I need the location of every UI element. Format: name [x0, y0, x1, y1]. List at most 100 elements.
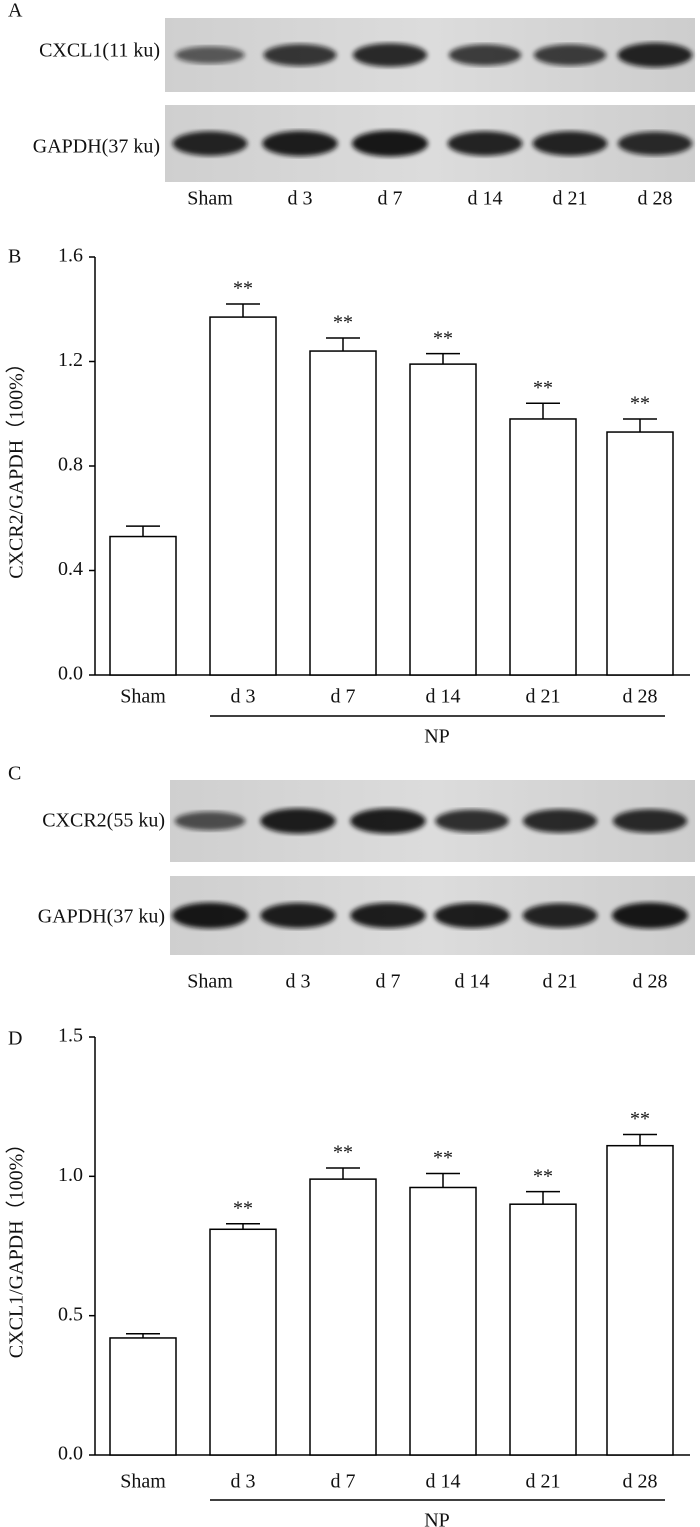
- y-axis-label: CXCL1/GAPDH（100%）: [5, 1134, 28, 1358]
- error-bar: [526, 1190, 560, 1205]
- significance-label: **: [233, 278, 253, 300]
- bar: [209, 316, 277, 676]
- y-tick-label: 0.4: [58, 558, 83, 580]
- blot-band: [172, 131, 248, 156]
- blot-band: [435, 809, 509, 833]
- blot-band: [172, 902, 248, 929]
- lane-label: d 3: [288, 188, 313, 210]
- blot-band: [617, 131, 693, 156]
- blot-band: [262, 130, 338, 157]
- error-bar: [326, 337, 360, 352]
- x-tick-label: d 3: [231, 686, 256, 708]
- group-label: NP: [424, 726, 450, 748]
- blot-band: [522, 903, 598, 928]
- error-bar: [426, 352, 460, 365]
- significance-label: **: [333, 312, 353, 334]
- blot-band: [350, 808, 426, 834]
- blot-band: [352, 43, 428, 67]
- panel-label: D: [8, 1028, 22, 1050]
- blot-band: [448, 44, 522, 66]
- error-bar: [226, 1222, 260, 1230]
- blot-background: [170, 780, 695, 862]
- x-tick-label: d 7: [331, 686, 356, 708]
- x-tick-label: Sham: [120, 686, 166, 708]
- x-tick-label: d 21: [526, 1471, 561, 1493]
- x-tick-label: d 14: [426, 686, 461, 708]
- panel-label: A: [8, 0, 23, 22]
- blot-band: [612, 809, 688, 833]
- bar: [606, 1144, 674, 1456]
- significance-label: **: [433, 1147, 453, 1169]
- bar: [409, 1186, 477, 1456]
- blot-band: [352, 130, 428, 157]
- significance-label: **: [333, 1142, 353, 1164]
- lane-label: d 21: [543, 971, 578, 993]
- panel-label: C: [8, 763, 21, 785]
- blot-band: [175, 46, 245, 64]
- blot-row-label: GAPDH(37 ku): [33, 136, 160, 158]
- x-tick-label: d 28: [623, 686, 658, 708]
- blot-band: [174, 811, 246, 831]
- error-bar: [526, 402, 560, 419]
- y-tick-label: 0.8: [58, 454, 83, 476]
- blot-row-label: CXCR2(55 ku): [42, 810, 165, 832]
- error-bar: [623, 418, 657, 433]
- error-bar: [126, 1333, 160, 1338]
- error-bar: [326, 1167, 360, 1180]
- x-tick-label: d 28: [623, 1471, 658, 1493]
- significance-label: **: [630, 1108, 650, 1130]
- bar: [509, 1203, 577, 1456]
- blot-band: [617, 42, 693, 68]
- blot-band: [532, 131, 608, 156]
- blot-row-label: GAPDH(37 ku): [38, 906, 165, 928]
- blot-band: [263, 44, 337, 66]
- blot-band: [434, 902, 510, 929]
- x-tick-label: Sham: [120, 1471, 166, 1493]
- error-bar: [226, 303, 260, 318]
- y-tick-label: 0.5: [58, 1303, 83, 1325]
- blot-band: [350, 902, 426, 929]
- error-bar: [126, 525, 160, 537]
- lane-label: d 7: [378, 188, 403, 210]
- x-tick-label: d 14: [426, 1471, 461, 1493]
- blot-band: [447, 131, 523, 156]
- y-tick-label: 1.5: [58, 1025, 83, 1047]
- y-tick-label: 1.6: [58, 245, 83, 267]
- y-axis-label: CXCR2/GAPDH（100%）: [5, 353, 28, 579]
- bar: [606, 431, 674, 676]
- x-tick-label: d 3: [231, 1471, 256, 1493]
- significance-label: **: [533, 377, 553, 399]
- lane-label: d 7: [376, 971, 401, 993]
- error-bar: [623, 1133, 657, 1146]
- significance-label: **: [433, 327, 453, 349]
- blot-background: [170, 876, 695, 955]
- bar: [109, 1337, 177, 1456]
- blot-row-label: CXCL1(11 ku): [39, 40, 160, 62]
- bar: [309, 1178, 377, 1456]
- y-tick-label: 0.0: [58, 1443, 83, 1465]
- lane-label: d 28: [638, 188, 673, 210]
- significance-label: **: [533, 1165, 553, 1187]
- y-tick-label: 1.0: [58, 1164, 83, 1186]
- lane-label: d 14: [455, 971, 490, 993]
- lane-label: d 3: [286, 971, 311, 993]
- y-tick-label: 0.0: [58, 663, 83, 685]
- group-label: NP: [424, 1510, 450, 1527]
- bar: [309, 350, 377, 676]
- lane-label: Sham: [187, 188, 233, 210]
- x-tick-label: d 21: [526, 686, 561, 708]
- error-bar: [426, 1172, 460, 1188]
- significance-label: **: [233, 1197, 253, 1219]
- x-tick-label: d 7: [331, 1471, 356, 1493]
- lane-label: Sham: [187, 971, 233, 993]
- bar: [509, 418, 577, 676]
- y-tick-label: 1.2: [58, 349, 83, 371]
- lane-label: d 21: [553, 188, 588, 210]
- panel-label: B: [8, 246, 21, 268]
- blot-band: [612, 902, 688, 929]
- blot-background: [165, 18, 695, 92]
- bar: [409, 363, 477, 676]
- blot-band: [260, 902, 336, 929]
